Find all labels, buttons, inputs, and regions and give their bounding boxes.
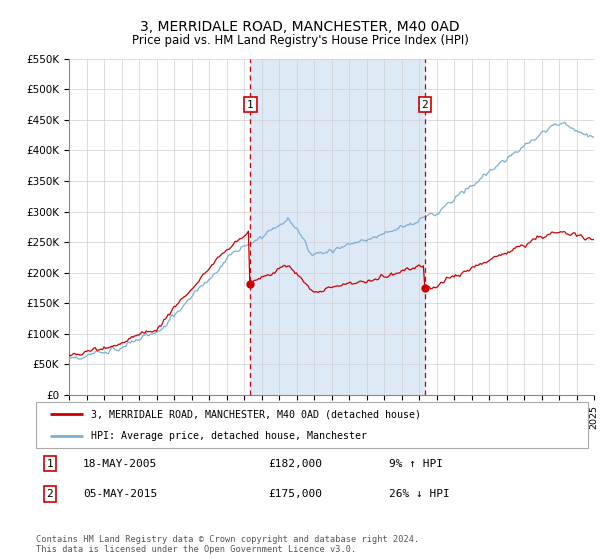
Text: 18-MAY-2005: 18-MAY-2005 [83, 459, 157, 469]
Bar [250, 59, 425, 395]
Text: 2: 2 [46, 489, 53, 499]
Text: 26% ↓ HPI: 26% ↓ HPI [389, 489, 450, 499]
Text: 2: 2 [422, 100, 428, 110]
Text: £182,000: £182,000 [268, 459, 322, 469]
Text: Contains HM Land Registry data © Crown copyright and database right 2024.
This d: Contains HM Land Registry data © Crown c… [36, 535, 419, 554]
FancyBboxPatch shape [36, 402, 588, 448]
Text: 05-MAY-2015: 05-MAY-2015 [83, 489, 157, 499]
Text: HPI: Average price, detached house, Manchester: HPI: Average price, detached house, Manc… [91, 431, 367, 441]
Text: £175,000: £175,000 [268, 489, 322, 499]
Text: 1: 1 [247, 100, 254, 110]
Text: Price paid vs. HM Land Registry's House Price Index (HPI): Price paid vs. HM Land Registry's House … [131, 34, 469, 46]
Text: 1: 1 [46, 459, 53, 469]
Text: 9% ↑ HPI: 9% ↑ HPI [389, 459, 443, 469]
Text: 3, MERRIDALE ROAD, MANCHESTER, M40 0AD (detached house): 3, MERRIDALE ROAD, MANCHESTER, M40 0AD (… [91, 409, 421, 419]
Text: 3, MERRIDALE ROAD, MANCHESTER, M40 0AD: 3, MERRIDALE ROAD, MANCHESTER, M40 0AD [140, 20, 460, 34]
